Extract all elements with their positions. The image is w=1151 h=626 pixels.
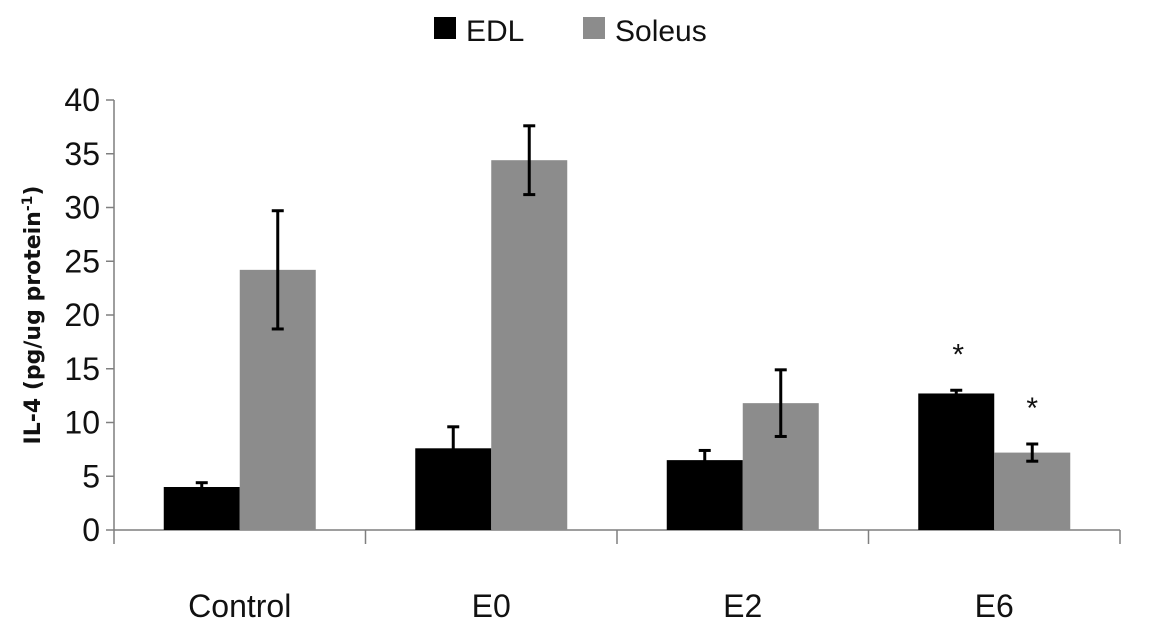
y-tick-label: 0	[82, 512, 100, 548]
x-tick-label: E2	[723, 588, 762, 624]
y-axis: 0 5 10 15 20 25 30 35 40	[64, 82, 115, 548]
y-tick-label: 15	[64, 351, 100, 387]
bars: **	[163, 124, 1071, 530]
y-tick-label: 35	[64, 136, 100, 172]
x-tick-label: Control	[188, 588, 291, 624]
legend-label-edl: EDL	[466, 15, 524, 48]
y-tick-label: 10	[64, 405, 100, 441]
significance-marker: *	[952, 338, 964, 371]
bar-edl-e2	[666, 460, 743, 530]
x-axis: Control E0 E2 E6	[113, 529, 1121, 624]
y-axis-label: IL-4 (pg/ug protein-1)	[20, 186, 46, 445]
x-tick-label: E6	[975, 588, 1014, 624]
y-tick-label: 20	[64, 297, 100, 333]
y-tick-label: 40	[64, 82, 100, 118]
legend-swatch-soleus	[583, 17, 605, 39]
bar-soleus-e6	[994, 452, 1071, 530]
legend-swatch-edl	[434, 17, 456, 39]
significance-marker: *	[1026, 392, 1038, 425]
bar-edl-e6	[918, 393, 995, 530]
x-tick-label: E0	[472, 588, 511, 624]
y-tick-label: 30	[64, 190, 100, 226]
legend: EDL Soleus	[434, 15, 707, 48]
bar-edl-control	[163, 487, 240, 530]
y-tick-label: 5	[82, 458, 100, 494]
legend-label-soleus: Soleus	[615, 15, 707, 48]
bar-soleus-e0	[491, 160, 568, 530]
y-tick-label: 25	[64, 243, 100, 279]
